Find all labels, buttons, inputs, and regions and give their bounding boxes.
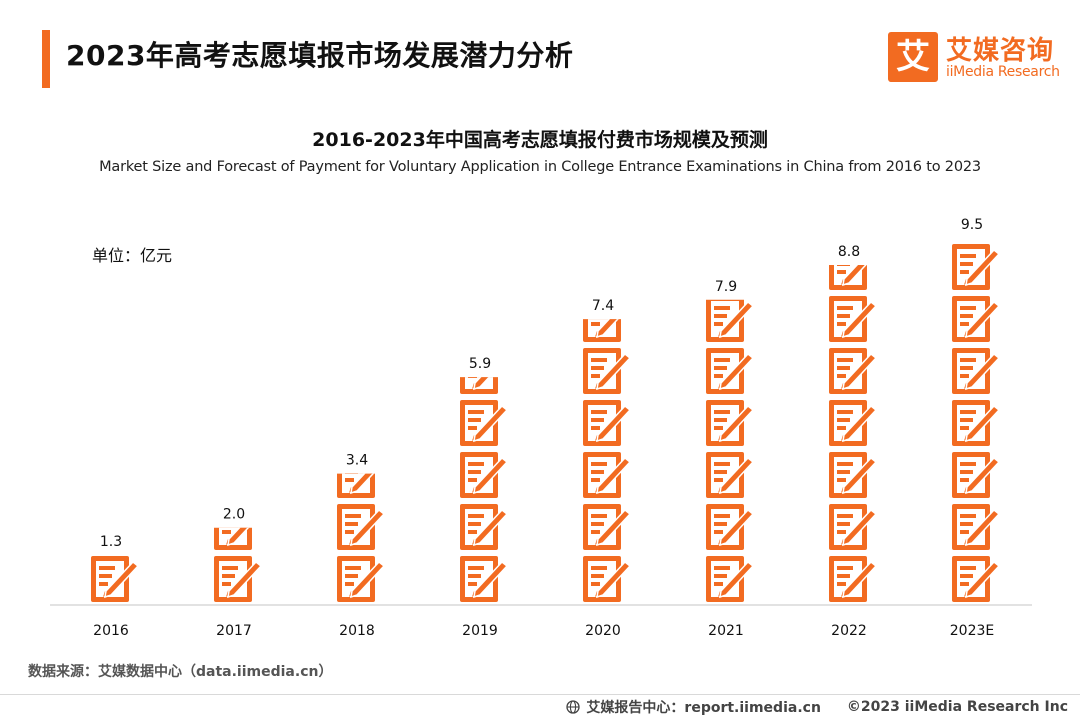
document-pencil-icon [336,503,385,551]
document-pencil-icon [705,503,754,551]
copyright: ©2023 iiMedia Research Inc [846,699,1068,715]
document-pencil-icon [828,399,877,447]
value-label-2023E: 9.5 [961,217,983,233]
bar-2018 [336,400,385,603]
document-pencil-icon [705,299,754,343]
page-title: 2023年高考志愿填报市场发展潜力分析 [66,39,574,72]
document-pencil-icon [828,451,877,499]
value-label-2019: 5.9 [469,356,491,372]
document-pencil-icon [337,400,384,446]
document-pencil-icon [582,399,631,447]
logo-mark-icon: 艾 [888,32,938,82]
footer: 艾媒报告中心：report.iimedia.cn ©2023 iiMedia R… [566,697,1068,717]
document-pencil-icon [336,555,385,603]
document-pencil-icon [582,503,631,551]
value-label-2018: 3.4 [346,453,368,469]
document-pencil-icon [582,451,631,499]
logo-en-text: iiMedia Research [946,64,1060,80]
value-label-2017: 2.0 [223,507,245,523]
document-pencil-icon [951,555,1000,603]
x-tick-label-2018: 2018 [339,623,375,639]
x-tick-label-2020: 2020 [585,623,621,639]
x-tick-label-2023E: 2023E [950,623,994,639]
globe-icon [566,700,581,714]
document-pencil-icon [705,451,754,499]
value-label-2016: 1.3 [100,534,122,550]
document-pencil-icon [828,347,877,395]
x-tick-label-2022: 2022 [831,623,867,639]
bar-2017 [213,452,262,603]
document-pencil-icon [459,555,508,603]
document-pencil-icon [952,140,999,186]
document-pencil-icon [705,399,754,447]
x-tick-label-2021: 2021 [708,623,744,639]
document-pencil-icon [459,451,508,499]
logo-cn-text: 艾媒咨询 [946,36,1055,66]
value-label-2020: 7.4 [592,298,614,314]
report-center-link[interactable]: 艾媒报告中心：report.iimedia.cn [586,700,821,716]
value-label-2021: 7.9 [715,279,737,295]
document-pencil-icon [951,295,1000,343]
brand-logo[interactable]: 艾 艾媒咨询 iiMedia Research [888,30,1063,86]
document-pencil-icon [828,555,877,603]
title-accent-bar [42,30,50,88]
x-tick-label-2016: 2016 [93,623,129,639]
document-pencil-icon [705,347,754,395]
chart-subtitle: Market Size and Forecast of Payment for … [99,159,981,175]
value-label-2022: 8.8 [838,244,860,260]
bar-chart: 1.3 2016 2.0 2017 3.4 2018 5.9 2019 7.4 2020 7.9 20… [50,140,1032,639]
document-pencil-icon [828,503,877,551]
document-pencil-icon [951,503,1000,551]
document-pencil-icon [828,295,877,343]
x-tick-label-2017: 2017 [216,623,252,639]
unit-label: 单位：亿元 [92,246,173,265]
document-pencil-icon [951,243,1000,291]
document-pencil-icon [705,555,754,603]
document-pencil-icon [460,296,507,342]
x-tick-label-2019: 2019 [462,623,498,639]
document-pencil-icon [90,555,139,603]
bar-2019 [459,296,508,603]
document-pencil-icon [951,347,1000,395]
bar-2023E [951,140,1000,603]
document-pencil-icon [582,347,631,395]
chart-title: 2016-2023年中国高考志愿填报付费市场规模及预测 [312,129,768,151]
document-pencil-icon [459,503,508,551]
document-pencil-icon [951,451,1000,499]
footer-divider [0,694,1080,695]
document-pencil-icon [214,452,261,498]
bar-2021 [705,299,754,603]
document-pencil-icon [583,244,630,290]
document-pencil-icon [459,399,508,447]
document-pencil-icon [951,399,1000,447]
document-pencil-icon [213,555,262,603]
document-pencil-icon [829,192,876,238]
document-pencil-icon [582,555,631,603]
bar-2016 [90,555,139,603]
data-source: 数据来源：艾媒数据中心（data.iimedia.cn） [28,664,333,680]
